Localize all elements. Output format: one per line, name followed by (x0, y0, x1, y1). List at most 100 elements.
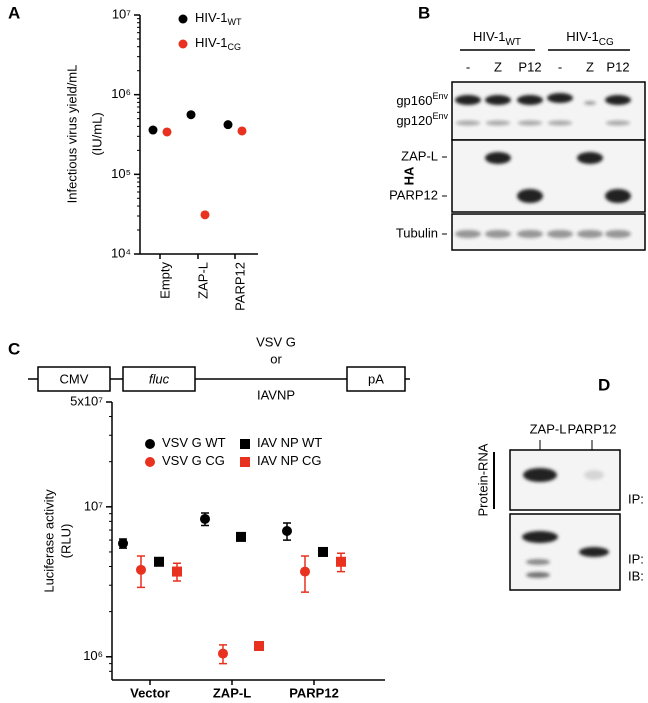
legend-name: VSV G CG (162, 453, 225, 468)
legend-name: IAV NP WT (257, 435, 322, 450)
band (584, 101, 596, 105)
band (547, 93, 573, 103)
legend-label: HIV-1CG (195, 35, 241, 52)
row-label: gp160Env (396, 91, 448, 108)
legend-label: VSV G WT (162, 435, 226, 450)
band (605, 95, 631, 105)
row-name: gp120 (396, 113, 432, 128)
x-tick-label: PARP12 (289, 685, 339, 700)
band (518, 120, 542, 126)
segment-box (122, 366, 196, 392)
point (178, 39, 188, 49)
point (240, 439, 250, 449)
point (282, 525, 292, 536)
band (517, 230, 543, 238)
legend-name: IAV NP CG (257, 453, 322, 468)
group-label: HIV-1WT (473, 29, 521, 47)
blot-d: ZAP-L PARP12 Protein-RNA IP: HA IP: HA I… (475, 421, 648, 591)
point (200, 210, 210, 220)
point (237, 126, 247, 136)
band (526, 559, 550, 565)
side-label: HA (401, 166, 416, 185)
insert-label: IAVNP (257, 387, 295, 402)
panel-label: B (418, 3, 430, 22)
y-axis-label: Luciferase activity (41, 489, 56, 593)
y-tick-label: 5x10⁷ (70, 393, 103, 408)
y-axis-unit: (IU/mL) (89, 112, 104, 155)
row-label: PARP12 (389, 187, 438, 202)
y-axis-label: Infectious virus yield/mL (64, 65, 79, 204)
row-label: gp120Env (396, 111, 448, 128)
row-name: gp160 (396, 93, 432, 108)
row-label: ZAP-L (401, 148, 438, 163)
band (584, 470, 604, 480)
band (486, 120, 510, 126)
band (517, 189, 543, 203)
legend-sub: WT (228, 17, 242, 27)
lane-label: Z (494, 59, 502, 74)
point (172, 566, 182, 577)
point (300, 566, 310, 577)
band (455, 95, 481, 105)
row-sup: Env (432, 111, 448, 121)
group-name: HIV-1 (566, 29, 599, 44)
x-tick-label: Vector (130, 685, 170, 700)
row-sup: Env (432, 91, 448, 101)
band (522, 531, 558, 543)
band (606, 120, 630, 126)
point (145, 457, 155, 467)
lane-label: ZAP-L (530, 421, 567, 436)
lane-label: - (466, 59, 470, 74)
legend-name: VSV G WT (162, 435, 226, 450)
y-tick-label: 10⁶ (83, 648, 103, 663)
point (178, 14, 188, 24)
point (118, 538, 128, 549)
bands (522, 468, 609, 578)
band (523, 468, 557, 482)
point (223, 120, 233, 130)
lane-label: Z (586, 59, 594, 74)
y-tick-label: 10⁶ (111, 86, 131, 101)
panel-label: D (598, 375, 610, 394)
insert-label: or (270, 351, 282, 366)
segment-box (346, 366, 406, 392)
legend-label: HIV-1WT (195, 10, 242, 27)
lane-label: PARP12 (568, 421, 617, 436)
point (336, 556, 346, 567)
side-label: Protein-RNA (475, 443, 490, 516)
legend-label: IAV NP WT (257, 435, 322, 450)
point (154, 556, 164, 567)
lane-label: P12 (518, 59, 541, 74)
legend-label: IAV NP CG (257, 453, 322, 468)
band (485, 152, 511, 164)
band (548, 120, 572, 126)
band (485, 230, 511, 238)
point (162, 127, 172, 137)
ib-label: IB: HA (628, 568, 648, 583)
legend-name: HIV-1 (195, 10, 228, 25)
segment-label: fluc (149, 371, 170, 386)
band (605, 189, 631, 203)
bands (455, 93, 631, 238)
panel-label: A (8, 3, 20, 22)
point (148, 125, 158, 135)
point (145, 439, 155, 449)
blot-b: HIV-1WT HIV-1CG - Z P12 - Z P12 (389, 29, 646, 251)
point (318, 546, 328, 557)
band (517, 95, 543, 105)
segment-label: CMV (60, 371, 89, 386)
point (186, 110, 196, 120)
legend-sub: CG (228, 42, 242, 52)
y-tick-label: 10⁷ (112, 6, 131, 21)
legend-label: VSV G CG (162, 453, 225, 468)
band (605, 230, 631, 238)
x-tick-label: Empty (157, 262, 172, 299)
x-tick-label: ZAP-L (213, 685, 251, 700)
y-tick-label: 10⁴ (111, 245, 131, 260)
x-tick-label: PARP12 (232, 262, 247, 311)
band (579, 547, 609, 557)
y-tick-label: 10⁷ (84, 498, 103, 513)
band (577, 152, 603, 164)
group-label: HIV-1CG (566, 29, 614, 47)
